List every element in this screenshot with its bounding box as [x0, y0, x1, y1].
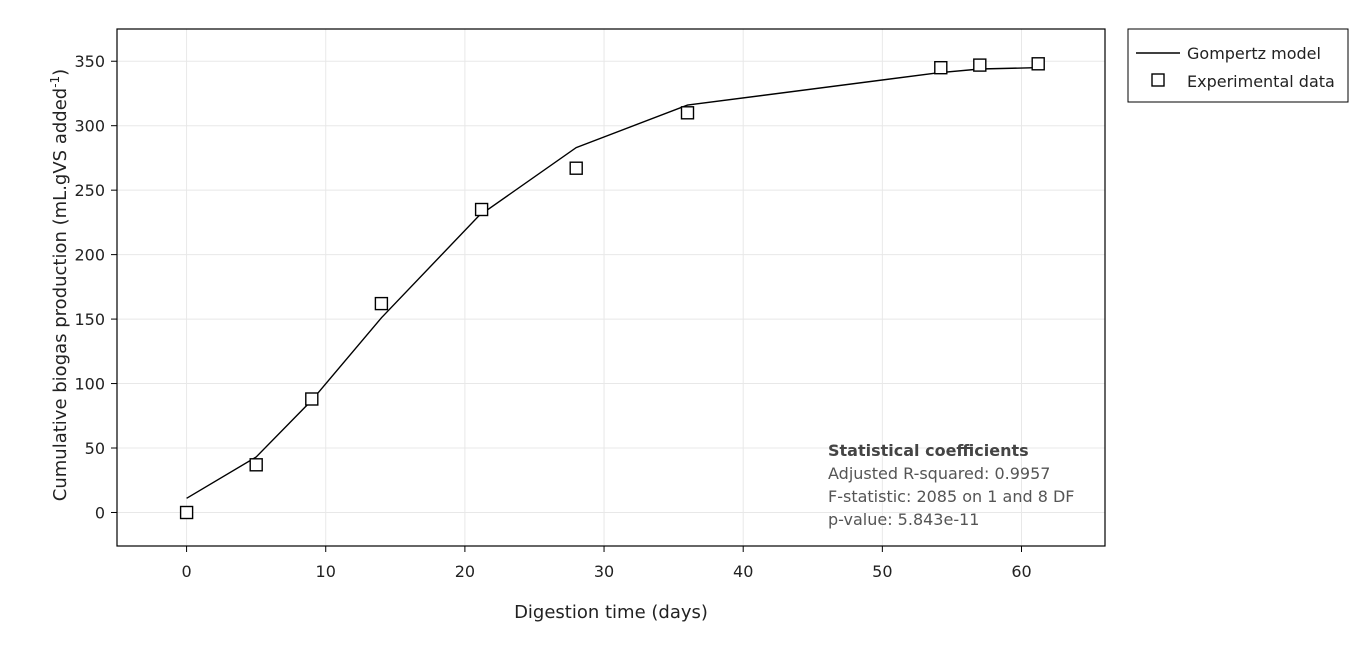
experimental-data-point [680, 106, 695, 120]
axes: 0 10 20 30 40 50 60 0 50 100 150 200 250 300 350 [74, 52, 1031, 581]
x-tick-label: 20 [455, 562, 475, 581]
grid [117, 29, 1105, 546]
annotation-line: F-statistic: 2085 on 1 and 8 DF [828, 487, 1075, 506]
y-tick-label: 250 [74, 181, 105, 200]
legend-box [1127, 28, 1349, 103]
plot-series [179, 57, 1045, 520]
y-tick-label: 350 [74, 52, 105, 71]
x-tick-label: 0 [181, 562, 191, 581]
experimental-data-point [474, 202, 489, 217]
experimental-data-point [249, 458, 263, 472]
y-axis-label-superscript: -1 [48, 76, 62, 88]
experimental-data-point [973, 58, 987, 72]
y-axis-label-main: Cumulative biogas production (mL.gVS add… [50, 88, 71, 501]
gompertz-model-line [186, 67, 1036, 499]
experimental-data-point [305, 392, 319, 406]
annotation-title: Statistical coefficients [828, 441, 1029, 460]
statistics-annotation: Statistical coefficients Adjusted R-squa… [828, 441, 1075, 529]
y-tick-label: 50 [85, 439, 105, 458]
experimental-data-point [1031, 57, 1045, 71]
legend-label-experimental: Experimental data [1187, 72, 1335, 91]
legend-label-gompertz: Gompertz model [1187, 44, 1321, 63]
y-tick-label: 200 [74, 246, 105, 265]
x-tick-label: 50 [872, 562, 892, 581]
y-axis-label: Cumulative biogas production (mL.gVS add… [48, 69, 71, 501]
legend: Gompertz model Experimental data [1127, 28, 1349, 103]
x-tick-label: 60 [1011, 562, 1031, 581]
plot-frame [116, 28, 1106, 547]
x-tick-label: 30 [594, 562, 614, 581]
experimental-data-point [934, 61, 948, 75]
y-axis-label-close: ) [50, 69, 71, 76]
experimental-data-point [179, 505, 194, 520]
y-tick-label: 300 [74, 117, 105, 136]
x-tick-label: 10 [316, 562, 336, 581]
experimental-data-point [374, 296, 389, 311]
experimental-data-point [569, 161, 583, 175]
annotation-line: Adjusted R-squared: 0.9957 [828, 464, 1050, 483]
x-tick-label: 40 [733, 562, 753, 581]
y-tick-label: 0 [95, 503, 105, 522]
y-tick-label: 100 [74, 375, 105, 394]
x-axis-label: Digestion time (days) [514, 602, 708, 623]
legend-square-swatch [1151, 73, 1165, 87]
annotation-line: p-value: 5.843e-11 [828, 510, 979, 529]
y-tick-label: 150 [74, 310, 105, 329]
